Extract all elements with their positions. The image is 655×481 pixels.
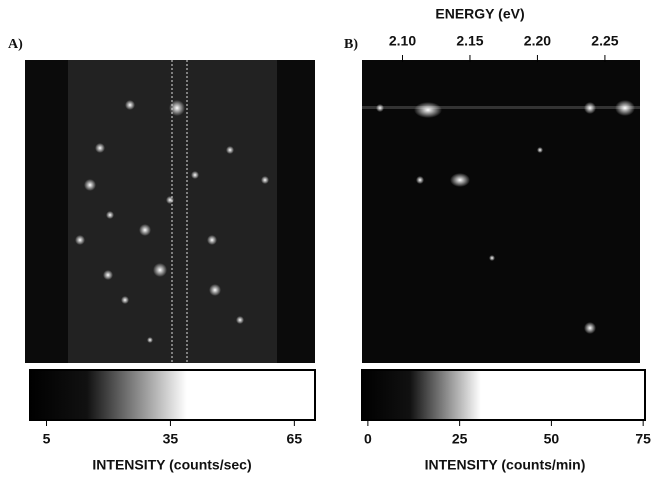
tick-label: 25: [452, 431, 468, 447]
colorbar-label: INTENSITY (counts/min): [425, 457, 586, 473]
tick-label: 0: [364, 431, 372, 447]
colorbar: [361, 369, 646, 421]
tick-label: 35: [163, 431, 179, 447]
tick-label: 2.25: [591, 33, 618, 49]
tick-label: 5: [43, 431, 51, 447]
tick-label: 2.15: [456, 33, 483, 49]
image-a: [25, 60, 315, 363]
colorbar: [29, 369, 316, 421]
tick-label: 50: [544, 431, 560, 447]
axis-label: ENERGY (eV): [435, 6, 524, 22]
tick-label: 75: [635, 431, 651, 447]
panel-label: B): [344, 37, 358, 52]
tick-label: 2.20: [524, 33, 551, 49]
tick-label: 65: [287, 431, 303, 447]
colorbar-label: INTENSITY (counts/sec): [92, 457, 251, 473]
panel-label: A): [8, 37, 23, 52]
image-b: [362, 60, 640, 363]
tick-label: 2.10: [389, 33, 416, 49]
